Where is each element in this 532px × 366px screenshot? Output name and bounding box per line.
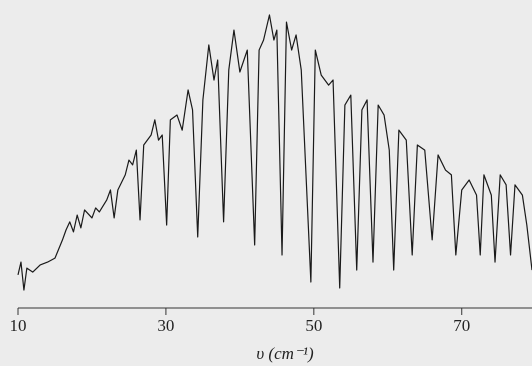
x-tick-label: 10	[10, 316, 27, 335]
x-axis-label: υ (cm⁻¹)	[256, 344, 314, 363]
spectrum-line	[17, 14, 532, 291]
x-tick-label: 50	[305, 316, 322, 335]
x-tick-label: 70	[453, 316, 470, 335]
x-tick-label: 30	[157, 316, 174, 335]
